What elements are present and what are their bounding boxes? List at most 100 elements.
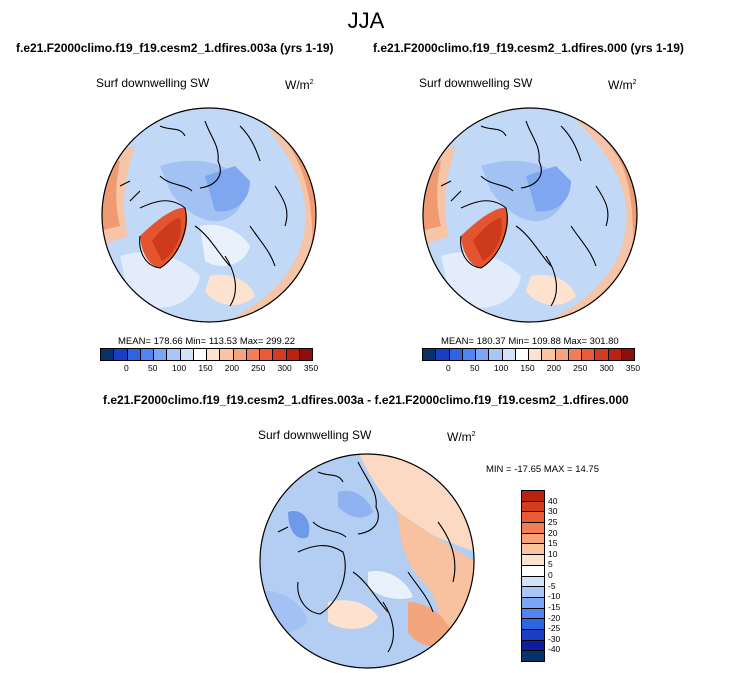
right-colorbar-tick-label: 200 xyxy=(546,363,561,373)
diff-colorbar-swatch xyxy=(522,544,544,556)
diff-colorbar-swatch xyxy=(522,512,544,524)
diff-colorbar-swatch xyxy=(522,629,544,641)
right-colorbar-swatch xyxy=(595,349,609,360)
diff-colorbar-swatch xyxy=(522,523,544,534)
diff-colorbar-tick-label: -10 xyxy=(548,591,561,602)
left-colorbar-swatch xyxy=(167,349,181,360)
right-colorbar-swatch xyxy=(502,349,516,360)
diff-colorbar-swatch xyxy=(522,640,544,652)
left-colorbar-tick-label: 200 xyxy=(224,363,239,373)
right-polar-map xyxy=(421,106,639,324)
right-panel-variable-label: Surf downwelling SW xyxy=(419,76,533,90)
right-panel-subtitle: f.e21.F2000climo.f19_f19.cesm2_1.dfires.… xyxy=(373,41,684,55)
right-panel-units: W/m2 xyxy=(608,78,637,92)
diff-colorbar-swatch xyxy=(522,565,544,577)
left-colorbar-swatch xyxy=(127,349,141,360)
diff-colorbar-swatch xyxy=(522,619,544,630)
diff-colorbar-swatch xyxy=(522,587,544,598)
right-colorbar-tick-label: 100 xyxy=(494,363,509,373)
left-colorbar-swatch xyxy=(180,349,194,360)
diff-colorbar-tick-label: -40 xyxy=(548,644,561,655)
right-colorbar-tick-label: 300 xyxy=(599,363,614,373)
diff-colorbar-tick-label: -20 xyxy=(548,612,561,623)
left-colorbar-swatch xyxy=(193,349,207,360)
right-colorbar-swatch xyxy=(582,349,596,360)
diff-colorbar-tick-label: 25 xyxy=(548,516,558,527)
left-panel-stats: MEAN= 178.66 Min= 113.53 Max= 299.22 xyxy=(118,336,296,347)
right-colorbar-swatch xyxy=(555,349,569,360)
page-title: JJA xyxy=(347,8,385,33)
diff-panel-units: W/m2 xyxy=(447,430,476,444)
right-colorbar-swatch xyxy=(515,349,529,360)
right-colorbar-swatch xyxy=(529,349,543,360)
left-colorbar-swatch xyxy=(101,349,115,360)
diff-panel-stats: MIN = -17.65 MAX = 14.75 xyxy=(486,464,600,475)
left-colorbar-swatch xyxy=(286,349,300,360)
right-colorbar-tick-label: 350 xyxy=(625,363,641,373)
left-panel-units: W/m2 xyxy=(285,78,314,92)
diff-panel-variable-label: Surf downwelling SW xyxy=(258,428,372,442)
left-colorbar-swatch xyxy=(299,349,312,360)
diff-colorbar-swatch xyxy=(522,651,544,661)
diff-colorbar-tick-label: 5 xyxy=(548,559,553,570)
diff-colorbar-swatch xyxy=(522,555,544,566)
right-colorbar-swatch xyxy=(542,349,556,360)
diff-colorbar-swatch xyxy=(522,576,544,588)
right-colorbar-swatch xyxy=(568,349,582,360)
left-colorbar-swatch xyxy=(220,349,234,360)
left-colorbar-swatch xyxy=(233,349,247,360)
left-colorbar xyxy=(100,348,313,361)
diff-colorbar-swatch xyxy=(522,608,544,620)
diff-colorbar-tick-label: 15 xyxy=(548,538,558,549)
right-colorbar-swatch xyxy=(608,349,622,360)
diff-colorbar-tick-label: 10 xyxy=(548,548,558,559)
right-colorbar-tick-label: 0 xyxy=(446,363,451,373)
right-colorbar-swatch xyxy=(449,349,463,360)
left-colorbar-swatch xyxy=(246,349,260,360)
diff-colorbar-tick-label: -30 xyxy=(548,633,561,644)
right-colorbar-swatch xyxy=(423,349,437,360)
right-colorbar-tick-label: 50 xyxy=(470,363,480,373)
left-colorbar-swatch xyxy=(114,349,128,360)
left-colorbar-swatch xyxy=(154,349,168,360)
diff-colorbar-swatch xyxy=(522,597,544,609)
diff-colorbar-tick-label: -5 xyxy=(548,580,556,591)
diff-colorbar-tick-label: 30 xyxy=(548,506,558,517)
diff-colorbar-swatch xyxy=(522,533,544,545)
right-colorbar-tick-label: 250 xyxy=(573,363,588,373)
left-colorbar-ticks: 0 50 100 150 200 250 300 350 xyxy=(100,363,318,375)
left-colorbar-tick-label: 250 xyxy=(251,363,266,373)
diff-polar-map xyxy=(258,452,476,670)
left-colorbar-tick-label: 350 xyxy=(303,363,319,373)
right-colorbar-tick-label: 150 xyxy=(520,363,535,373)
diff-colorbar-tick-label: 40 xyxy=(548,495,558,506)
left-panel-variable-label: Surf downwelling SW xyxy=(96,76,210,90)
diff-colorbar-tick-label: -25 xyxy=(548,623,561,634)
diff-colorbar-ticks: 40 30 25 20 15 10 5 0 -5 -10 -15 -20 -25 -30 -40 xyxy=(548,490,588,660)
left-panel-subtitle: f.e21.F2000climo.f19_f19.cesm2_1.dfires.… xyxy=(16,41,334,55)
diff-colorbar-tick-label: 0 xyxy=(548,570,553,580)
right-colorbar-ticks: 0 50 100 150 200 250 300 350 xyxy=(422,363,640,375)
left-colorbar-tick-label: 50 xyxy=(148,363,158,373)
left-colorbar-tick-label: 300 xyxy=(277,363,292,373)
left-colorbar-tick-label: 0 xyxy=(124,363,129,373)
diff-colorbar-swatch xyxy=(522,491,544,502)
diff-colorbar-tick-label: 20 xyxy=(548,527,558,538)
left-colorbar-swatch xyxy=(207,349,221,360)
diff-colorbar xyxy=(521,490,545,662)
right-colorbar-swatch xyxy=(489,349,503,360)
left-colorbar-tick-label: 100 xyxy=(172,363,187,373)
diff-colorbar-tick-label: -15 xyxy=(548,601,561,612)
right-colorbar xyxy=(422,348,635,361)
diff-panel-subtitle: f.e21.F2000climo.f19_f19.cesm2_1.dfires.… xyxy=(103,393,629,407)
right-colorbar-swatch xyxy=(436,349,450,360)
right-panel-stats: MEAN= 180.37 Min= 109.88 Max= 301.80 xyxy=(441,336,619,347)
right-colorbar-swatch xyxy=(476,349,490,360)
right-colorbar-swatch xyxy=(621,349,634,360)
left-polar-map xyxy=(100,106,318,324)
left-colorbar-swatch xyxy=(273,349,287,360)
left-colorbar-swatch xyxy=(140,349,154,360)
left-colorbar-swatch xyxy=(260,349,274,360)
left-colorbar-tick-label: 150 xyxy=(198,363,213,373)
diff-colorbar-swatch xyxy=(522,501,544,513)
